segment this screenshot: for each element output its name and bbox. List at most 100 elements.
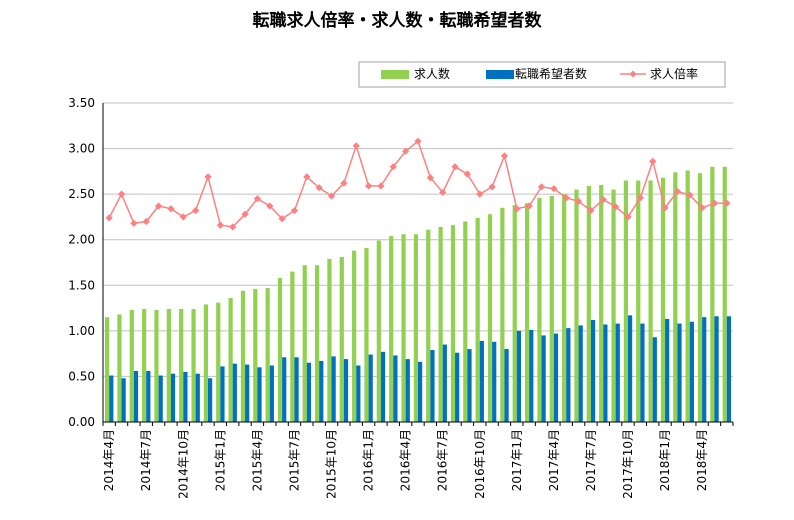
ratio-point bbox=[476, 190, 484, 198]
seekers-bar bbox=[282, 357, 287, 422]
seekers-bar bbox=[109, 375, 114, 422]
ratio-point bbox=[253, 195, 262, 203]
seekers-bar bbox=[208, 378, 213, 422]
y-axis-ticks: 0.00 0.50 1.00 1.50 2.00 2.50 3.00 3.50 bbox=[68, 96, 95, 429]
jobs-bar bbox=[549, 195, 554, 422]
jobs-bar bbox=[401, 234, 406, 422]
seekers-bar bbox=[541, 335, 546, 422]
seekers-bar bbox=[183, 371, 188, 422]
seekers-bar bbox=[294, 357, 299, 422]
jobs-bar bbox=[191, 308, 196, 422]
seekers-bar bbox=[516, 330, 522, 422]
seekers-bar bbox=[578, 325, 583, 422]
x-tick-label: 2016年4月 bbox=[399, 429, 413, 491]
seekers-bar bbox=[195, 373, 200, 422]
ratio-point bbox=[636, 194, 644, 202]
x-tick-label: 2018年4月 bbox=[695, 429, 709, 491]
seekers-bar bbox=[245, 364, 250, 422]
jobs-bar bbox=[562, 194, 567, 422]
ratio-point bbox=[142, 217, 150, 226]
ratio-point bbox=[649, 157, 657, 165]
ratio-point bbox=[723, 199, 731, 207]
x-tick-label: 2014年4月 bbox=[102, 429, 116, 491]
seekers-bars bbox=[109, 315, 732, 422]
ratio-point bbox=[500, 152, 509, 160]
x-tick-label: 2017年7月 bbox=[584, 429, 598, 491]
seekers-bar bbox=[652, 337, 657, 422]
jobs-bar bbox=[586, 185, 591, 422]
jobs-bar bbox=[104, 317, 110, 422]
seekers-bar bbox=[158, 375, 163, 422]
jobs-bar bbox=[117, 314, 122, 422]
ratio-line-layer bbox=[105, 137, 731, 231]
seekers-bar bbox=[405, 359, 410, 422]
x-tick-label: 2017年4月 bbox=[547, 429, 561, 491]
jobs-bar bbox=[512, 205, 517, 422]
ratio-point bbox=[303, 173, 311, 181]
seekers-bar bbox=[319, 360, 324, 422]
jobs-bar bbox=[426, 229, 431, 422]
jobs-bar bbox=[203, 304, 208, 422]
ratio-point bbox=[599, 196, 607, 204]
legend-box bbox=[358, 61, 726, 88]
jobs-bar bbox=[154, 309, 159, 422]
ratio-point bbox=[377, 182, 385, 190]
legend: 求人数 転職希望者数 求人倍率 bbox=[358, 61, 726, 88]
seekers-bar bbox=[356, 365, 361, 422]
jobs-bar bbox=[636, 180, 641, 422]
seekers-bar bbox=[306, 362, 312, 422]
jobs-bar bbox=[142, 308, 147, 422]
seekers-bar bbox=[393, 355, 398, 422]
ratio-point bbox=[352, 142, 360, 150]
ratio-point bbox=[179, 213, 187, 221]
seekers-bar bbox=[590, 319, 596, 422]
jobs-bar bbox=[450, 225, 456, 422]
ratio-point bbox=[130, 219, 138, 227]
ratio-point bbox=[315, 184, 323, 192]
jobs-bar bbox=[500, 207, 505, 422]
x-tick-label: 2015年10月 bbox=[325, 429, 339, 499]
jobs-bar bbox=[475, 217, 480, 422]
y-tick-label: 2.50 bbox=[68, 187, 95, 201]
seekers-bar bbox=[615, 323, 620, 422]
seekers-bar bbox=[331, 356, 336, 422]
jobs-bar bbox=[166, 308, 171, 422]
ratio-point bbox=[463, 170, 472, 178]
ratio-point bbox=[426, 174, 434, 182]
x-tick-label: 2016年10月 bbox=[473, 429, 487, 499]
jobs-bar bbox=[413, 234, 418, 422]
jobs-bar bbox=[129, 309, 134, 422]
seekers-bar bbox=[702, 317, 707, 422]
ratio-point bbox=[439, 188, 447, 196]
ratio-point bbox=[192, 206, 200, 215]
x-tick-label: 2014年10月 bbox=[176, 429, 190, 499]
seekers-bar bbox=[566, 328, 571, 422]
jobs-bar bbox=[537, 197, 542, 422]
y-tick-label: 3.00 bbox=[68, 142, 95, 156]
legend-seekers-swatch bbox=[486, 70, 514, 79]
seekers-bar bbox=[269, 365, 274, 422]
seekers-bar bbox=[220, 366, 225, 422]
jobs-bar bbox=[623, 180, 628, 422]
jobs-bar bbox=[710, 166, 715, 422]
ratio-point bbox=[661, 204, 669, 212]
ratio-point bbox=[117, 190, 126, 198]
ratio-point bbox=[167, 205, 175, 213]
seekers-bar bbox=[146, 370, 151, 422]
jobs-bar bbox=[302, 265, 307, 422]
seekers-bar bbox=[479, 340, 484, 422]
chart-title: 転職求人倍率・求人数・転職希望者数 bbox=[252, 11, 542, 31]
jobs-bar bbox=[216, 302, 221, 422]
jobs-bar bbox=[611, 189, 616, 422]
x-tick-label: 2015年7月 bbox=[287, 429, 301, 491]
y-tick-label: 0.00 bbox=[68, 415, 95, 429]
ratio-point bbox=[537, 183, 546, 191]
y-tick-label: 1.50 bbox=[68, 278, 95, 292]
seekers-bar bbox=[714, 316, 719, 422]
seekers-bar bbox=[343, 359, 349, 422]
x-tick-label: 2016年7月 bbox=[436, 429, 450, 491]
jobs-bar bbox=[685, 170, 690, 422]
ratio-point bbox=[278, 215, 286, 223]
ratio-point bbox=[340, 179, 348, 187]
